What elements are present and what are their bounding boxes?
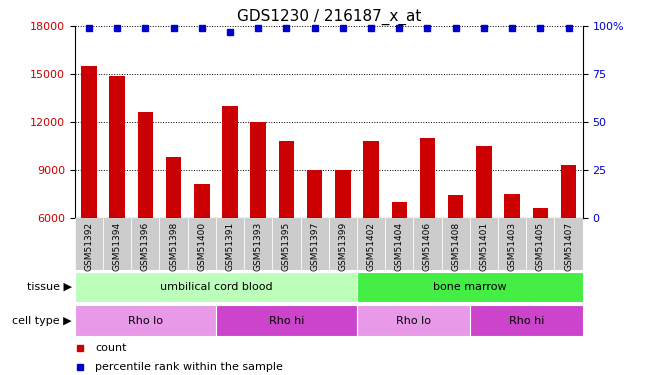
Text: GSM51401: GSM51401 xyxy=(479,222,488,271)
Bar xyxy=(448,195,464,217)
Bar xyxy=(222,106,238,218)
Bar xyxy=(81,66,97,218)
Text: GSM51402: GSM51402 xyxy=(367,222,376,271)
Text: GSM51405: GSM51405 xyxy=(536,222,545,271)
Text: GSM51403: GSM51403 xyxy=(508,222,517,271)
Text: GSM51392: GSM51392 xyxy=(85,222,94,271)
Bar xyxy=(357,305,470,336)
Bar xyxy=(187,217,216,270)
Text: Rho hi: Rho hi xyxy=(508,316,544,326)
Bar xyxy=(307,170,322,217)
Bar xyxy=(329,217,357,270)
Text: cell type ▶: cell type ▶ xyxy=(12,316,72,326)
Text: GSM51407: GSM51407 xyxy=(564,222,573,271)
Bar xyxy=(132,217,159,270)
Text: GSM51393: GSM51393 xyxy=(254,222,263,271)
Bar xyxy=(75,305,216,336)
Bar xyxy=(470,305,583,336)
Bar xyxy=(335,170,351,217)
Bar xyxy=(194,184,210,218)
Bar xyxy=(420,138,436,218)
Text: bone marrow: bone marrow xyxy=(433,282,506,292)
Bar xyxy=(166,157,182,218)
Bar xyxy=(357,272,583,302)
Text: GSM51394: GSM51394 xyxy=(113,222,122,271)
Text: GSM51396: GSM51396 xyxy=(141,222,150,271)
Text: GSM51404: GSM51404 xyxy=(395,222,404,271)
Bar xyxy=(137,112,153,218)
Text: GSM51391: GSM51391 xyxy=(225,222,234,271)
Bar xyxy=(413,217,441,270)
Text: Rho lo: Rho lo xyxy=(128,316,163,326)
Text: GSM51395: GSM51395 xyxy=(282,222,291,271)
Bar xyxy=(244,217,272,270)
Text: count: count xyxy=(95,343,127,353)
Bar xyxy=(279,141,294,218)
Text: tissue ▶: tissue ▶ xyxy=(27,282,72,292)
Bar xyxy=(385,217,413,270)
Bar xyxy=(159,217,187,270)
Text: Rho hi: Rho hi xyxy=(269,316,304,326)
Bar xyxy=(75,272,357,302)
Text: GSM51400: GSM51400 xyxy=(197,222,206,271)
Bar xyxy=(476,146,492,218)
Bar xyxy=(75,217,103,270)
Bar xyxy=(505,194,520,217)
Text: Rho lo: Rho lo xyxy=(396,316,431,326)
Bar xyxy=(216,217,244,270)
Bar xyxy=(561,165,576,218)
Bar xyxy=(357,217,385,270)
Bar xyxy=(251,122,266,218)
Text: umbilical cord blood: umbilical cord blood xyxy=(159,282,272,292)
Text: GSM51399: GSM51399 xyxy=(339,222,348,271)
Bar xyxy=(109,76,125,217)
Text: GSM51397: GSM51397 xyxy=(310,222,319,271)
Text: percentile rank within the sample: percentile rank within the sample xyxy=(95,362,283,372)
Bar xyxy=(441,217,470,270)
Bar xyxy=(555,217,583,270)
Bar xyxy=(391,202,407,217)
Text: GSM51408: GSM51408 xyxy=(451,222,460,271)
Text: GSM51406: GSM51406 xyxy=(423,222,432,271)
Text: GSM51398: GSM51398 xyxy=(169,222,178,271)
Bar xyxy=(470,217,498,270)
Bar xyxy=(103,217,132,270)
Bar xyxy=(526,217,555,270)
Bar xyxy=(498,217,526,270)
Bar xyxy=(216,305,357,336)
Bar xyxy=(301,217,329,270)
Bar xyxy=(363,141,379,218)
Bar xyxy=(533,208,548,218)
Bar xyxy=(272,217,301,270)
Title: GDS1230 / 216187_x_at: GDS1230 / 216187_x_at xyxy=(236,9,421,25)
